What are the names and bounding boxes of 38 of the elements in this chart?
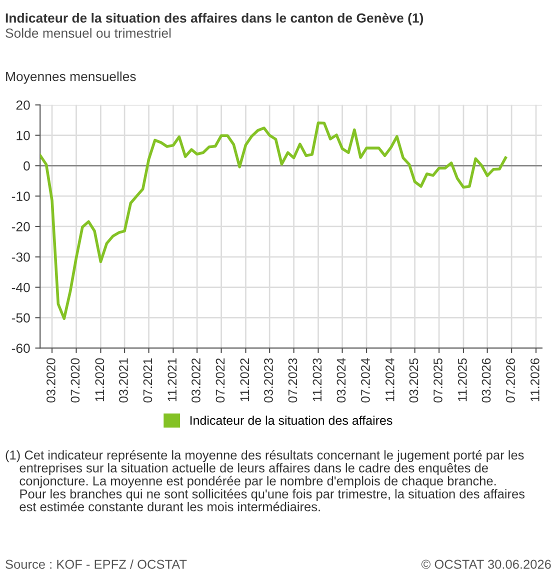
- x-tick-label: 03.2022: [192, 358, 200, 402]
- y-tick-label: -60: [12, 344, 30, 353]
- x-tick-label: 11.2024: [385, 358, 394, 402]
- x-tick-label: 03.2023: [264, 358, 273, 402]
- x-tick-label: 11.2022: [240, 358, 250, 402]
- chart-title: Indicateur de la situation des affaires dans le canton de Genève (1): [6, 12, 424, 26]
- x-tick-label: 07.2020: [70, 358, 80, 402]
- y-tick-label: -20: [12, 222, 30, 232]
- y-tick-label: 10: [16, 130, 30, 140]
- x-tick-label: 03.2020: [46, 358, 56, 402]
- x-tick-label: 03.2025: [409, 358, 418, 402]
- x-tick-label: 03.2026: [482, 358, 491, 402]
- x-tick-label: 11.2021: [168, 358, 177, 402]
- x-tick-label: 11.2023: [312, 358, 322, 402]
- y-tick-label: -40: [12, 282, 30, 292]
- chart-subtitle: Solde mensuel ou trimestriel: [6, 28, 171, 38]
- y-tick-label: -10: [12, 192, 30, 201]
- y-tick-label: 0: [24, 161, 30, 171]
- x-tick-label: 07.2026: [506, 358, 515, 402]
- x-tick-label: 11.2020: [95, 358, 104, 402]
- x-tick-label: 11.2025: [458, 358, 467, 402]
- x-tick-label: 11.2026: [530, 358, 540, 402]
- x-tick-label: 03.2021: [119, 358, 128, 402]
- x-tick-label: 07.2022: [216, 358, 225, 402]
- x-tick-label: 07.2025: [434, 358, 442, 402]
- x-tick-label: 07.2023: [288, 358, 298, 402]
- text: (1) Cet indicateur représente la moyenne des résultats concernant le jugement porté par les entreprises sur la situation actuelle de leurs affaires dans le cadre des enquêtes de conjoncture. La moyenne est pondérée par le nombre d'emplois de chaque branche. Pour les branches qui ne sont sollicitées qu'une fois par trimestre, la situation des affaires est estimée constante durant les mois intermédiaires.: [6, 450, 525, 512]
- y-axis-title: Moyennes mensuelles: [6, 71, 136, 84]
- text: © OCSTAT 30.06.2026: [421, 560, 551, 569]
- y-tick-label: -30: [12, 252, 30, 262]
- y-tick-label: -50: [12, 313, 30, 323]
- line-series: [40, 121, 507, 320]
- source-note: Source : KOF - EPFZ / OCSTAT: [6, 559, 187, 569]
- x-tick-label: 07.2024: [361, 358, 370, 402]
- y-tick-label: 20: [16, 100, 30, 110]
- x-tick-label: 03.2024: [336, 358, 346, 402]
- x-tick-label: 07.2021: [143, 358, 152, 402]
- legend-label: Indicateur de la situation des affaires: [190, 416, 392, 425]
